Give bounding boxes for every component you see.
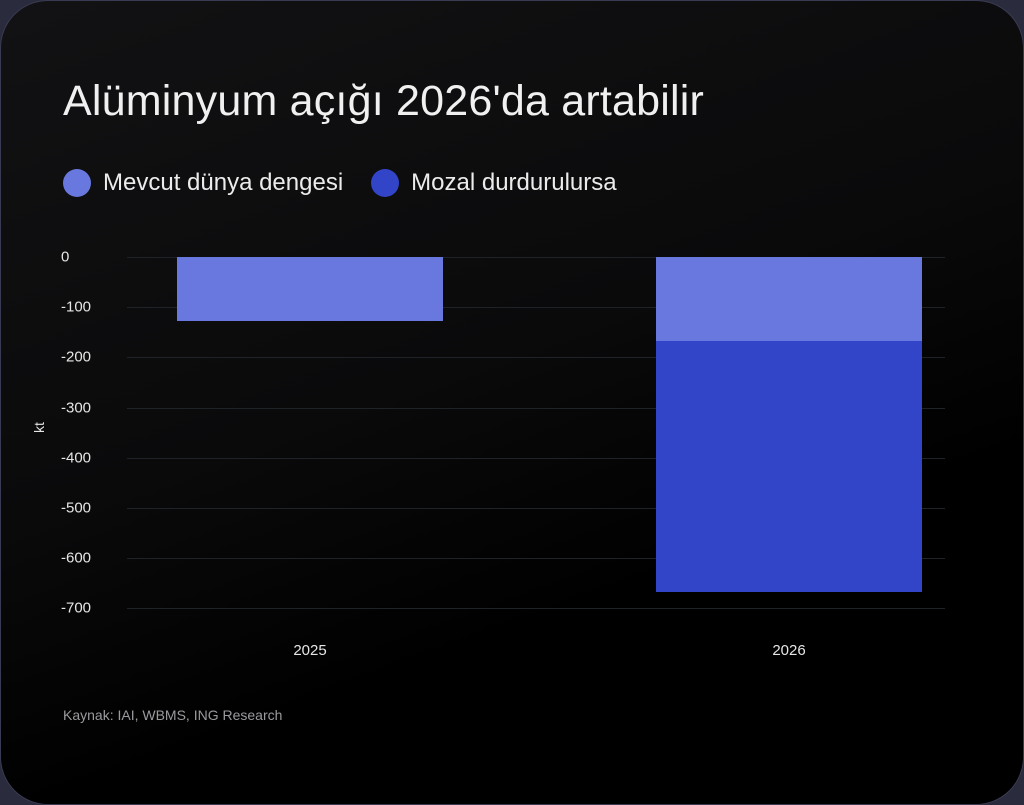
gridline (127, 458, 945, 459)
gridline (127, 558, 945, 559)
y-tick: -500 (61, 499, 92, 517)
gridline (127, 408, 945, 409)
y-tick: -200 (61, 348, 92, 366)
gridline (127, 608, 945, 609)
x-tick: 2025 (293, 642, 327, 659)
gridline (127, 508, 945, 509)
legend-item-mozal-stop[interactable]: Mozal durdurulursa (371, 169, 617, 197)
bar-2025-current-balance[interactable] (177, 257, 443, 321)
legend-label: Mozal durdurulursa (411, 169, 617, 196)
y-tick: -300 (61, 399, 92, 417)
legend: Mevcut dünya dengesi Mozal durdurulursa (63, 169, 645, 197)
gridline (127, 257, 945, 258)
x-tick: 2026 (772, 642, 806, 659)
y-axis-label: kt (31, 422, 47, 433)
y-tick: -700 (61, 599, 92, 617)
y-tick: -600 (61, 549, 92, 567)
legend-swatch-icon (371, 169, 400, 197)
y-tick: -100 (61, 298, 92, 316)
legend-item-current-balance[interactable]: Mevcut dünya dengesi (63, 169, 343, 197)
legend-label: Mevcut dünya dengesi (103, 169, 344, 196)
y-tick: -400 (61, 449, 92, 467)
y-tick: 0 (61, 248, 70, 266)
legend-swatch-icon (63, 169, 91, 197)
gridline (127, 307, 945, 308)
gridline (127, 357, 945, 358)
chart-title: Alüminyum açığı 2026'da artabilir (63, 77, 705, 125)
source-note: Kaynak: IAI, WBMS, ING Research (63, 707, 283, 723)
bar-2026-mozal-stop[interactable] (656, 341, 922, 592)
bar-2026-current-balance[interactable] (656, 257, 922, 341)
